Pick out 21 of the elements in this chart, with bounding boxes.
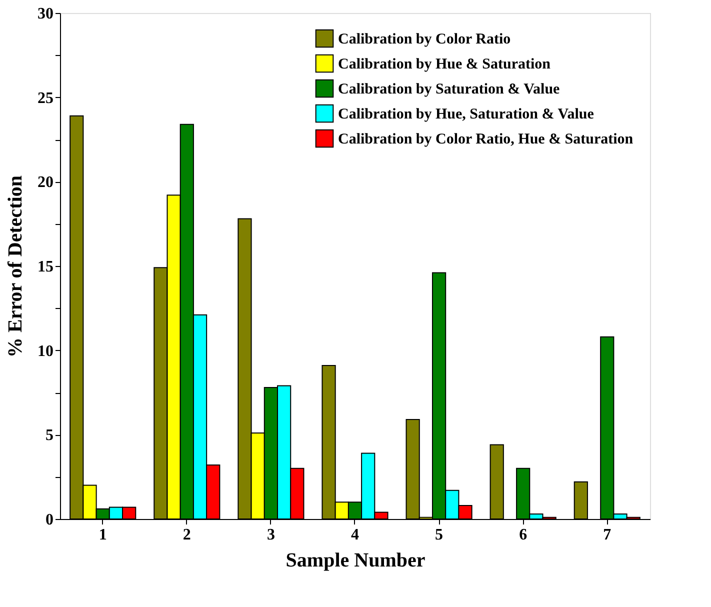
x-tick-label: 2 [182, 526, 191, 544]
legend-label: Calibration by Hue & Saturation [338, 56, 552, 72]
legend-label: Calibration by Hue, Saturation & Value [338, 106, 594, 122]
x-tick-label: 7 [603, 526, 612, 544]
x-axis-title: Sample Number [286, 550, 426, 572]
x-tick-label: 4 [351, 526, 359, 544]
y-axis-title: % Error of Detection [4, 176, 26, 358]
x-tick-label: 6 [519, 526, 528, 544]
y-tick-label: 15 [38, 258, 54, 276]
y-tick-label: 30 [38, 6, 54, 22]
y-tick-label: 5 [46, 427, 54, 444]
x-tick-label: 5 [435, 526, 444, 544]
y-tick-label: 20 [38, 174, 54, 192]
legend-label: Calibration by Color Ratio [338, 32, 511, 48]
x-tick-label: 3 [266, 526, 275, 544]
y-tick-label: 25 [38, 90, 54, 107]
x-tick-label: 1 [98, 526, 107, 544]
y-tick-label: 0 [46, 512, 54, 528]
legend-label: Calibration by Color Ratio, Hue & Saturation [338, 132, 634, 148]
legend-label: Calibration by Saturation & Value [338, 82, 560, 98]
y-tick-label: 10 [38, 342, 54, 360]
